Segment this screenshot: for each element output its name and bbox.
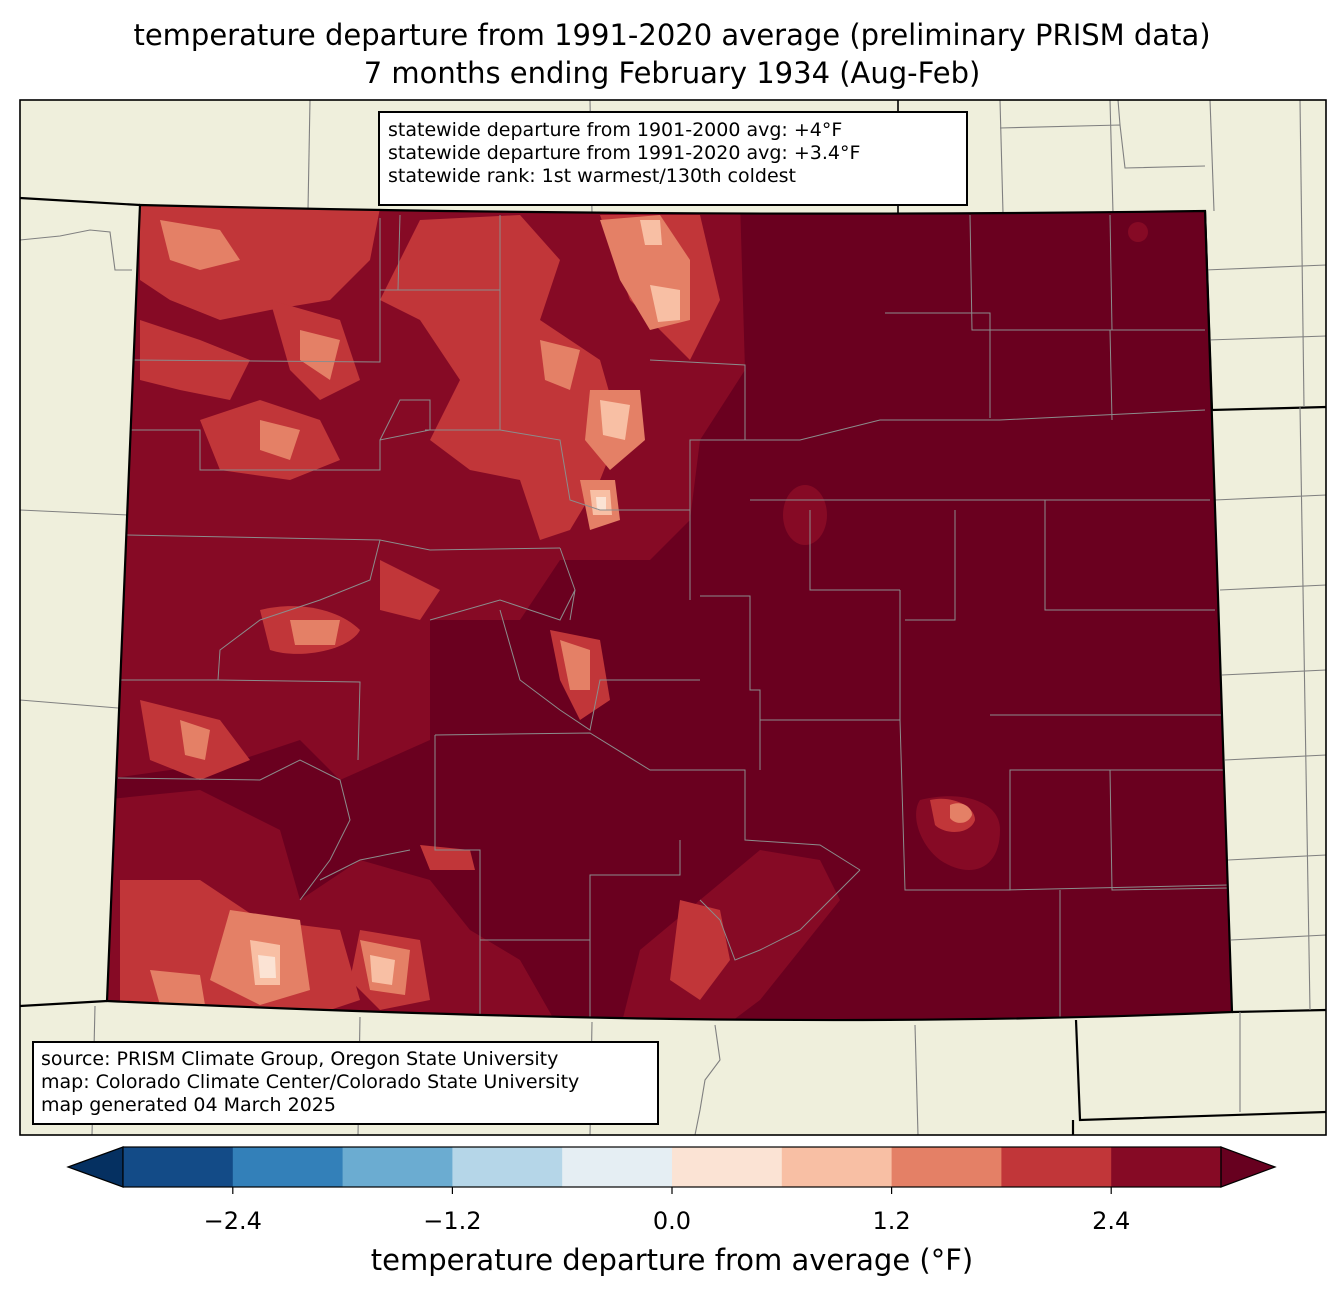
colorbar-tick-label: 2.4 (1092, 1207, 1131, 1235)
stats-line-rank: statewide rank: 1st warmest/130th coldes… (388, 165, 797, 187)
colorbar-bin (232, 1147, 344, 1187)
colorbar-bin (1001, 1147, 1112, 1187)
stats-line-1901-2000: statewide departure from 1901-2000 avg: … (388, 119, 843, 141)
colorbar-bin (342, 1147, 453, 1187)
colorbar-label: temperature departure from average (°F) (370, 1243, 974, 1277)
colorbar-bin (672, 1147, 783, 1187)
credits-box: source: PRISM Climate Group, Oregon Stat… (32, 1041, 659, 1125)
colorbar-bin (452, 1147, 563, 1187)
colorbar-under-arrow (66, 1146, 124, 1188)
colorado-boundary (105, 203, 1234, 1022)
map-title-line1: temperature departure from 1991-2020 ave… (133, 18, 1211, 52)
colorbar (66, 1146, 1277, 1194)
credits-generated: map generated 04 March 2025 (41, 1094, 336, 1116)
colorbar-bin (781, 1147, 893, 1187)
credits-map: map: Colorado Climate Center/Colorado St… (41, 1071, 580, 1093)
colorado-temperature-field (107, 205, 1232, 1021)
colorbar-over-arrow (1220, 1146, 1277, 1188)
statewide-stats-box: statewide departure from 1901-2000 avg: … (378, 111, 968, 206)
colorbar-bin (1111, 1147, 1222, 1187)
colorbar-bins (123, 1147, 1222, 1187)
colorbar-bin (891, 1147, 1002, 1187)
colorbar-tick-label: 0.0 (652, 1207, 692, 1235)
colorbar-tick-label: 1.2 (872, 1207, 911, 1235)
colorbar-bin (123, 1147, 234, 1187)
stats-line-1991-2020: statewide departure from 1991-2020 avg: … (388, 142, 861, 164)
credits-source: source: PRISM Climate Group, Oregon Stat… (41, 1048, 559, 1070)
colorbar-tick-marks (232, 1187, 1112, 1194)
map-title-line2: 7 months ending February 1934 (Aug-Feb) (363, 56, 981, 90)
colorbar-bin (562, 1147, 673, 1187)
colorbar-tick-label: −1.2 (423, 1207, 482, 1235)
colorbar-tick-label: −2.4 (203, 1207, 262, 1235)
map-frame (19, 99, 1327, 1136)
